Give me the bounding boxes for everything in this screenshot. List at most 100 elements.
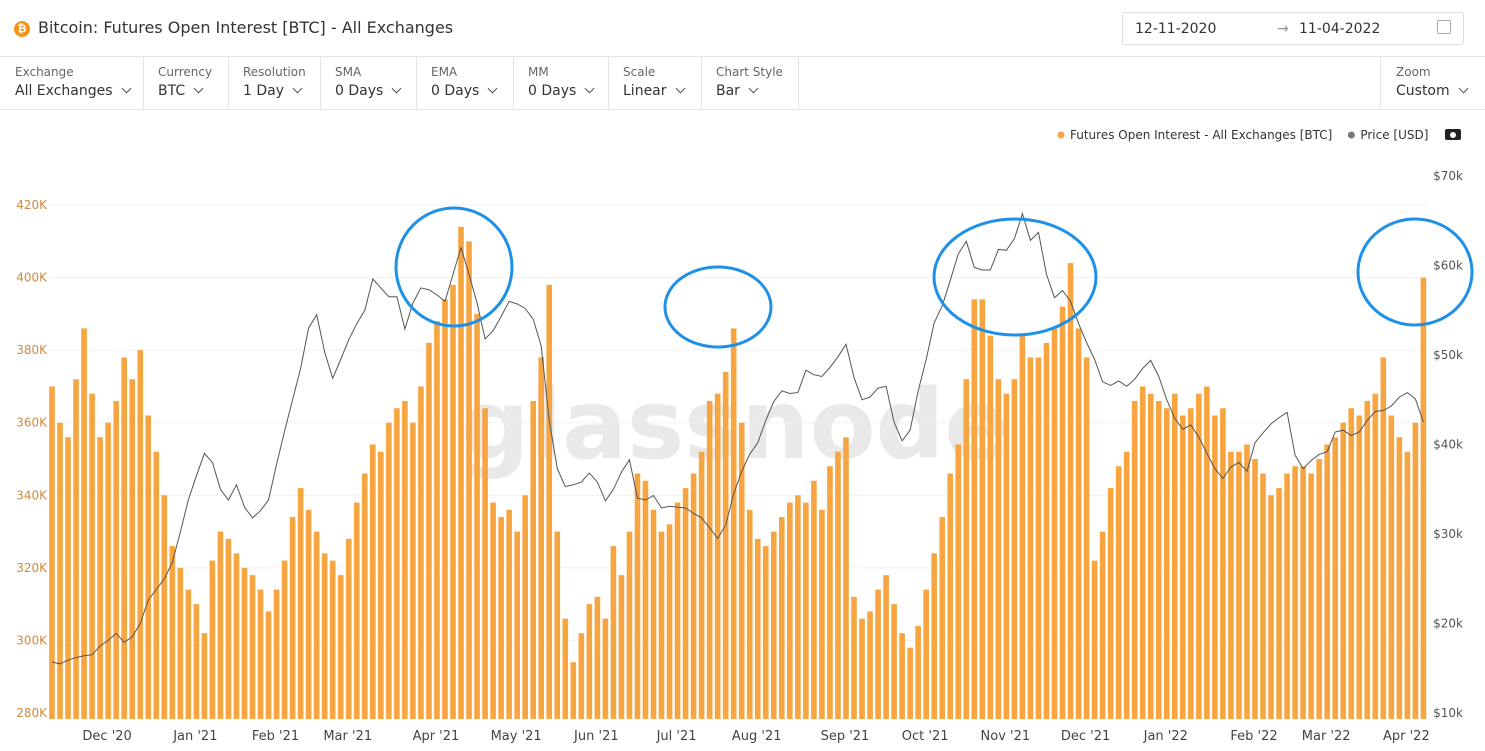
toolbar-control[interactable]: Scale Linear xyxy=(608,57,702,109)
bar xyxy=(714,393,721,719)
control-value[interactable]: Bar xyxy=(716,83,757,99)
bar xyxy=(610,546,617,719)
bar xyxy=(297,488,304,719)
bar xyxy=(634,473,641,719)
bar xyxy=(233,553,240,719)
bar xyxy=(386,422,392,719)
bar xyxy=(1091,560,1098,719)
x-tick-label: Mar '22 xyxy=(1302,729,1351,744)
bar xyxy=(378,451,384,719)
bar xyxy=(177,567,184,719)
toolbar-control[interactable]: Currency BTC xyxy=(143,57,229,109)
x-tick-label: Nov '21 xyxy=(981,729,1031,744)
toolbar-control[interactable]: Resolution 1 Day xyxy=(228,57,321,109)
bar xyxy=(337,575,344,719)
bar xyxy=(1348,408,1355,719)
bar xyxy=(722,371,729,719)
bar xyxy=(1196,393,1202,719)
legend-label[interactable]: Price [USD] xyxy=(1360,128,1428,142)
control-label: Chart Style xyxy=(716,65,783,79)
bar xyxy=(690,473,697,719)
bar xyxy=(1220,408,1226,719)
x-tick-label: Aug '21 xyxy=(732,729,782,744)
y-tick-label: 380K xyxy=(16,343,48,357)
bar xyxy=(947,473,954,719)
bar xyxy=(217,531,224,719)
control-value[interactable]: Custom xyxy=(1396,83,1467,99)
legend-label[interactable]: Futures Open Interest - All Exchanges [B… xyxy=(1070,128,1332,142)
bar xyxy=(787,502,793,719)
bar xyxy=(1083,357,1090,719)
control-label: Resolution xyxy=(243,65,306,79)
bar xyxy=(458,226,464,719)
x-tick-label: Dec '21 xyxy=(1061,729,1110,744)
toolbar-control[interactable]: MM 0 Days xyxy=(513,57,609,109)
bar xyxy=(554,531,561,719)
y2-tick-label: $20k xyxy=(1433,617,1463,631)
bar xyxy=(257,589,264,719)
bar xyxy=(1236,451,1242,719)
date-to[interactable]: 11-04-2022 xyxy=(1299,21,1381,37)
bar xyxy=(89,393,95,719)
bar xyxy=(305,509,312,719)
toolbar-control[interactable]: EMA 0 Days xyxy=(416,57,514,109)
bar xyxy=(706,400,713,719)
y-tick-label: 400K xyxy=(16,271,48,285)
x-tick-label: Feb '21 xyxy=(252,729,299,744)
bar xyxy=(498,517,504,719)
bar xyxy=(979,299,986,719)
control-value[interactable]: 0 Days xyxy=(528,83,593,99)
x-tick-label: Mar '21 xyxy=(323,729,372,744)
header: ₿ Bitcoin: Futures Open Interest [BTC] -… xyxy=(0,0,1485,57)
bar xyxy=(771,531,777,719)
bar xyxy=(987,335,994,719)
bar xyxy=(1011,379,1018,719)
bar xyxy=(105,422,111,719)
bar xyxy=(851,596,857,719)
bar xyxy=(65,437,71,719)
control-value[interactable]: BTC xyxy=(158,83,202,99)
chart: glassnode 280K300K320K340K360K380K400K42… xyxy=(16,128,1463,744)
zoom-control[interactable]: Zoom Custom xyxy=(1380,57,1485,109)
bar xyxy=(674,502,681,719)
x-tick-label: Apr '21 xyxy=(413,729,460,744)
bar xyxy=(811,480,817,719)
calendar-icon[interactable] xyxy=(1437,20,1451,34)
control-value[interactable]: All Exchanges xyxy=(15,83,130,99)
bar xyxy=(1396,437,1403,719)
bar xyxy=(1268,495,1274,719)
bar xyxy=(891,604,897,719)
x-tick-label: Jan '22 xyxy=(1143,729,1188,744)
bar xyxy=(241,567,248,719)
bar xyxy=(1204,386,1210,719)
bar xyxy=(859,618,865,719)
bar xyxy=(907,647,913,719)
bar xyxy=(482,408,488,719)
toolbar-control[interactable]: SMA 0 Days xyxy=(320,57,417,109)
bar xyxy=(1260,473,1266,719)
control-value[interactable]: 0 Days xyxy=(431,83,496,99)
bar xyxy=(762,546,769,719)
legend-swatch xyxy=(1347,131,1355,139)
y-tick-label: 320K xyxy=(16,561,48,575)
bar xyxy=(1115,466,1122,719)
toolbar-control[interactable]: Chart Style Bar xyxy=(701,57,799,109)
toolbar-control[interactable]: Exchange All Exchanges xyxy=(0,57,144,109)
bar xyxy=(586,604,593,719)
bar xyxy=(738,422,745,719)
bar xyxy=(402,400,408,719)
bar xyxy=(1380,357,1387,719)
bar xyxy=(1372,393,1379,719)
y2-tick-label: $70k xyxy=(1433,169,1463,183)
bar xyxy=(345,538,352,719)
control-value[interactable]: 1 Day xyxy=(243,83,301,99)
bar xyxy=(1147,393,1154,719)
control-value[interactable]: Linear xyxy=(623,83,684,99)
control-label: MM xyxy=(528,65,549,79)
bar xyxy=(658,531,665,719)
date-range[interactable]: 12-11-2020 → 11-04-2022 xyxy=(1122,12,1464,45)
control-label: Scale xyxy=(623,65,656,79)
date-from[interactable]: 12-11-2020 xyxy=(1135,21,1217,37)
control-value[interactable]: 0 Days xyxy=(335,83,400,99)
bar xyxy=(137,350,144,719)
